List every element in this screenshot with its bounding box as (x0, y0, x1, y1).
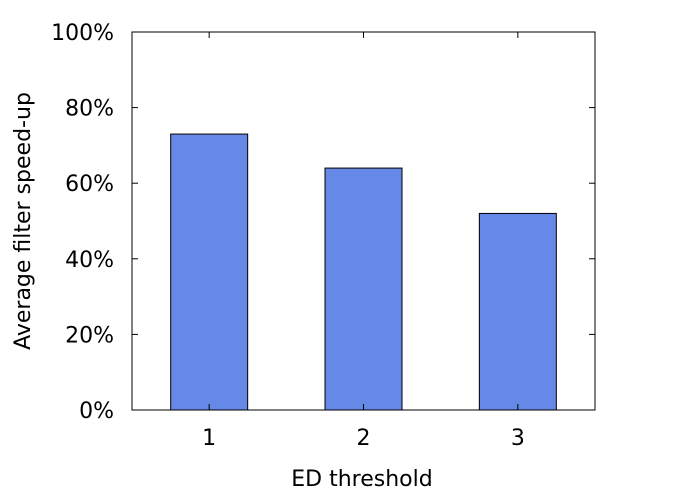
y-axis-label: Average filter speed-up (11, 92, 36, 350)
y-tick-label: 40% (65, 248, 114, 273)
x-axis-label: ED threshold (291, 467, 432, 492)
x-tick-label: 1 (202, 426, 216, 451)
bars-group (170, 133, 557, 411)
x-tick-labels: 1 2 3 (202, 426, 525, 451)
y-tick-label: 20% (65, 323, 114, 348)
bar-2 (324, 167, 403, 411)
y-tick-label: 0% (79, 399, 114, 424)
y-tick-label: 100% (51, 21, 114, 46)
y-tick-labels: 0% 20% 40% 60% 80% 100% (51, 21, 114, 424)
y-tick-label: 80% (65, 97, 114, 122)
y-tick-label: 60% (65, 172, 114, 197)
x-tick-label: 2 (357, 426, 371, 451)
bar-1 (170, 133, 249, 411)
plot-frame (131, 31, 596, 411)
x-tick-label: 3 (511, 426, 525, 451)
bar-3 (478, 212, 557, 411)
